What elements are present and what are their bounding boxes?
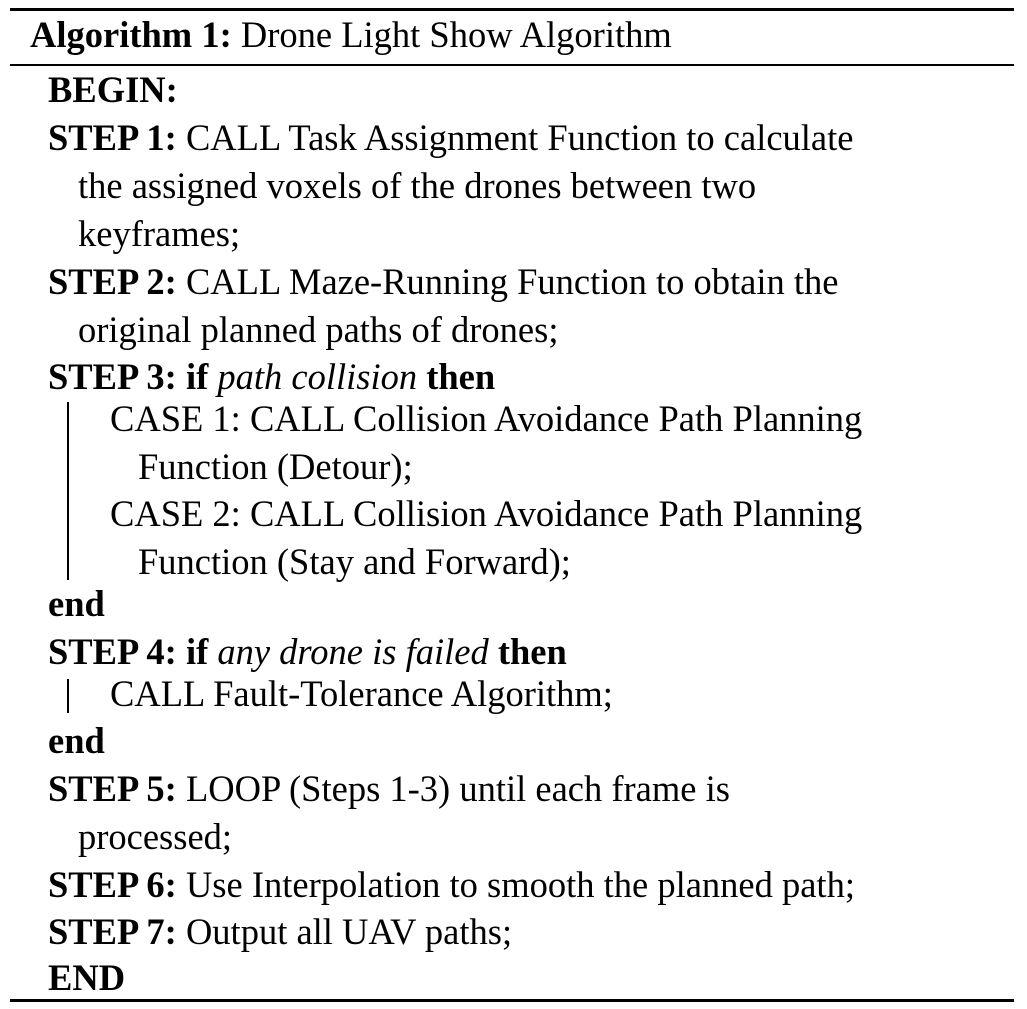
step-4-condition: any drone is failed — [217, 631, 489, 672]
step-2-line-1: STEP 2: CALL Maze-Running Function to ob… — [48, 259, 838, 305]
step-2-label: STEP 2: — [48, 261, 177, 302]
step-2-line-2: original planned paths of drones; — [78, 309, 559, 350]
bottom-rule — [10, 999, 1014, 1002]
step-7-line: STEP 7: Output all UAV paths; — [48, 909, 512, 955]
case-2-line-2: Function (Stay and Forward); — [138, 541, 571, 582]
step-6-label: STEP 6: — [48, 864, 177, 905]
header-rule — [10, 64, 1014, 66]
step-4-if-keyword: if — [185, 631, 209, 672]
step-1-text-1: CALL Task Assignment Function to calcula… — [185, 117, 854, 158]
step-4-end: end — [48, 718, 105, 764]
step-3-block-bar — [67, 402, 69, 580]
step-4-then-keyword: then — [497, 631, 567, 672]
step-6-text: Use Interpolation to smooth the planned … — [185, 864, 855, 905]
step-4-body: CALL Fault-Tolerance Algorithm; — [110, 673, 613, 714]
step-3-condition: path collision — [217, 356, 418, 397]
step-3-then-keyword: then — [426, 356, 496, 397]
step-5-line-1: STEP 5: LOOP (Steps 1-3) until each fram… — [48, 766, 730, 812]
step-1-label: STEP 1: — [48, 117, 177, 158]
step-3-end-keyword: end — [48, 583, 105, 624]
step-4-block-bar — [67, 679, 69, 713]
step-1-line-1: STEP 1: CALL Task Assignment Function to… — [48, 115, 853, 161]
step-1-line-3: keyframes; — [78, 213, 241, 254]
step-7-label: STEP 7: — [48, 911, 177, 952]
step-7-text: Output all UAV paths; — [185, 911, 513, 952]
step-5-text-1: LOOP (Steps 1-3) until each frame is — [185, 768, 730, 809]
step-4-label: STEP 4: — [48, 631, 177, 672]
algorithm-title: Algorithm 1: Drone Light Show Algorithm — [30, 12, 672, 58]
step-2-text-1: CALL Maze-Running Function to obtain the — [185, 261, 839, 302]
step-3-line: STEP 3: if path collision then — [48, 354, 495, 400]
begin-line: BEGIN: — [48, 67, 178, 113]
algorithm-label: Algorithm 1: — [30, 14, 232, 55]
begin-keyword: BEGIN: — [48, 69, 178, 110]
step-4-end-keyword: end — [48, 720, 105, 761]
end-keyword: END — [48, 957, 126, 998]
step-3-label: STEP 3: — [48, 356, 177, 397]
step-6-line: STEP 6: Use Interpolation to smooth the … — [48, 862, 855, 908]
step-3-end: end — [48, 581, 105, 627]
top-rule — [10, 8, 1014, 11]
case-1-line-2: Function (Detour); — [138, 446, 413, 487]
step-3-if-keyword: if — [185, 356, 209, 397]
step-1-line-2: the assigned voxels of the drones betwee… — [78, 165, 757, 206]
algorithm-name: Drone Light Show Algorithm — [240, 14, 672, 55]
case-1-line-1: CASE 1: CALL Collision Avoidance Path Pl… — [110, 398, 863, 439]
case-2-line-1: CASE 2: CALL Collision Avoidance Path Pl… — [110, 493, 863, 534]
end-line: END — [48, 955, 125, 1001]
step-5-line-2: processed; — [78, 816, 233, 857]
step-4-line: STEP 4: if any drone is failed then — [48, 629, 567, 675]
step-5-label: STEP 5: — [48, 768, 177, 809]
